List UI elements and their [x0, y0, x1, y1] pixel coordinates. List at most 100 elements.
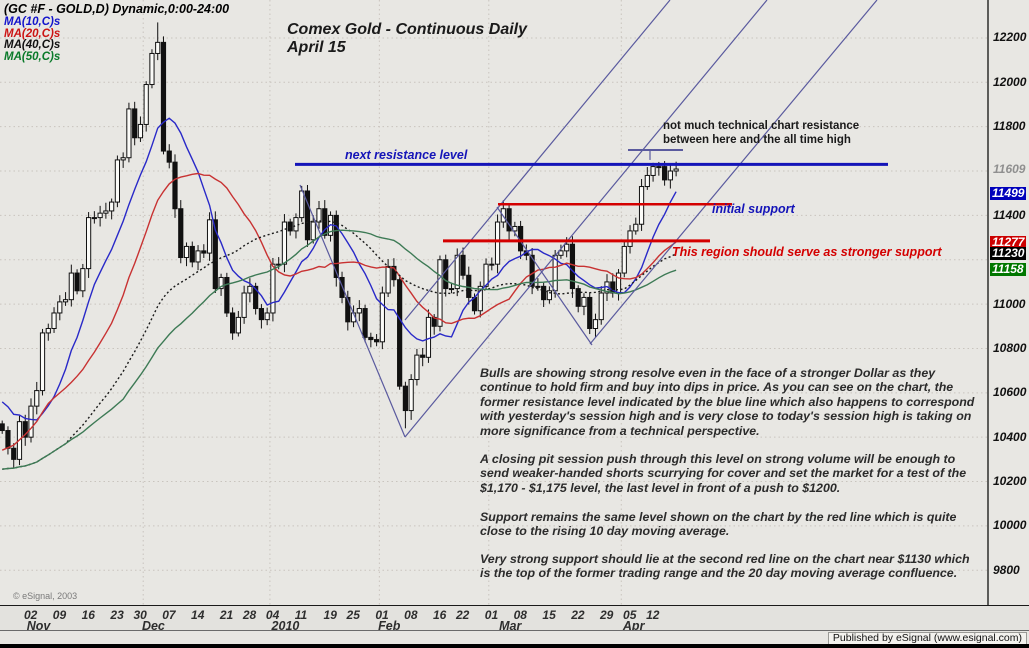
candle-body [391, 265, 397, 281]
month-tick: Mar [499, 619, 522, 633]
candle-body [57, 301, 63, 314]
candle-body [535, 285, 541, 288]
commentary-paragraph-1: Bulls are showing strong resolve even in… [480, 366, 975, 438]
legend-ma10: MA(10,C)s [4, 16, 61, 28]
trend-line [299, 184, 406, 438]
candle-body [97, 212, 103, 219]
date-tick: 01 [484, 608, 499, 622]
commentary-paragraph-3: Support remains the same level shown on … [480, 510, 957, 539]
candle-body [172, 161, 178, 210]
candle-body [166, 150, 172, 163]
copyright-note: © eSignal, 2003 [13, 591, 78, 601]
candle-body [581, 296, 587, 307]
date-tick: 25 [346, 608, 360, 622]
candle-body [62, 299, 69, 303]
candle-body [425, 316, 432, 358]
date-tick: 02 [24, 608, 38, 622]
candle-body [650, 166, 656, 176]
candle-body [103, 210, 109, 214]
candle-body [483, 263, 489, 287]
chart-heading: Comex Gold - Continuous Daily April 15 [287, 21, 527, 57]
legend-ma40: MA(40,C)s [4, 39, 61, 51]
candle-body [569, 243, 576, 290]
date-tick: 28 [242, 608, 257, 622]
candle-body [304, 190, 311, 241]
candle-body [598, 292, 604, 321]
candle-body [183, 245, 190, 259]
candle-body [201, 250, 207, 254]
candle-body [86, 217, 92, 270]
candle-body [91, 217, 97, 220]
candle-body [120, 157, 126, 161]
date-tick: 22 [571, 608, 585, 622]
date-tick: 23 [110, 608, 124, 622]
candle-body [345, 296, 351, 323]
candle-body [368, 336, 374, 341]
candle-body [206, 219, 213, 254]
initial-support-annotation: initial support [712, 202, 795, 216]
candle-body [22, 421, 28, 438]
month-tick: Apr [622, 619, 645, 633]
candle-body [414, 354, 420, 381]
candle-body [587, 296, 593, 329]
candle-body [189, 245, 195, 263]
candle-body [39, 332, 46, 392]
candle-body [466, 274, 472, 298]
candle-body [339, 276, 345, 298]
price-label-11499: 11499 [990, 186, 1027, 200]
date-tick: 22 [456, 608, 470, 622]
resistance-annotation: next resistance level [345, 148, 468, 162]
month-tick: Nov [26, 619, 51, 633]
candle-body [575, 288, 581, 307]
candle-body [299, 190, 305, 219]
chart-heading-line2: April 15 [287, 39, 346, 56]
price-label-10000: 10000 [993, 518, 1027, 532]
candle-body [253, 285, 259, 310]
candle-body [281, 221, 288, 265]
candle-body [512, 225, 518, 232]
ma-legend: MA(10,C)s MA(20,C)s MA(40,C)s MA(50,C)s [4, 16, 61, 63]
price-label-10400: 10400 [993, 430, 1027, 444]
month-tick: Feb [378, 619, 401, 633]
symbol-title: (GC #F - GOLD,D) Dynamic,0:00-24:00 [4, 2, 230, 16]
candle-body [541, 285, 547, 301]
price-label-10200: 10200 [993, 474, 1027, 488]
candle-body [374, 339, 380, 343]
candle-body [397, 279, 403, 387]
candle-body [132, 108, 138, 139]
candle-body [224, 276, 230, 314]
candle-body [160, 41, 167, 152]
candle-body [656, 166, 662, 169]
price-label-12200: 12200 [993, 30, 1027, 44]
price-label-11277: 11277 [990, 235, 1027, 249]
price-label-11158: 11158 [990, 262, 1026, 276]
date-tick: 19 [323, 608, 337, 622]
date-tick: 08 [513, 608, 527, 622]
price-label-9800: 9800 [993, 563, 1020, 577]
date-tick: 29 [600, 608, 614, 622]
candle-body [633, 223, 639, 232]
candle-body [293, 217, 299, 232]
ma-line-20 [1, 172, 677, 451]
legend-ma50: MA(50,C)s [4, 50, 61, 63]
candle-body [258, 308, 264, 321]
price-label-11609: 11609 [993, 162, 1026, 176]
trend-line [589, 0, 878, 345]
month-tick: Dec [141, 619, 165, 633]
candle-body [114, 159, 121, 203]
ma-line-50 [2, 229, 677, 470]
candle-body [333, 214, 339, 278]
candle-body [443, 259, 449, 290]
trend-line [404, 0, 768, 438]
candle-body [627, 230, 633, 247]
price-chart [0, 0, 989, 605]
candle-body [662, 166, 668, 181]
candle-body [0, 423, 5, 432]
date-tick: 07 [162, 608, 176, 622]
candle-body [494, 221, 501, 265]
candle-body [34, 390, 40, 407]
date-tick: 12 [646, 608, 660, 622]
candle-body [448, 288, 455, 291]
status-bar: Published by eSignal (www.esignal.com) [0, 630, 1029, 645]
